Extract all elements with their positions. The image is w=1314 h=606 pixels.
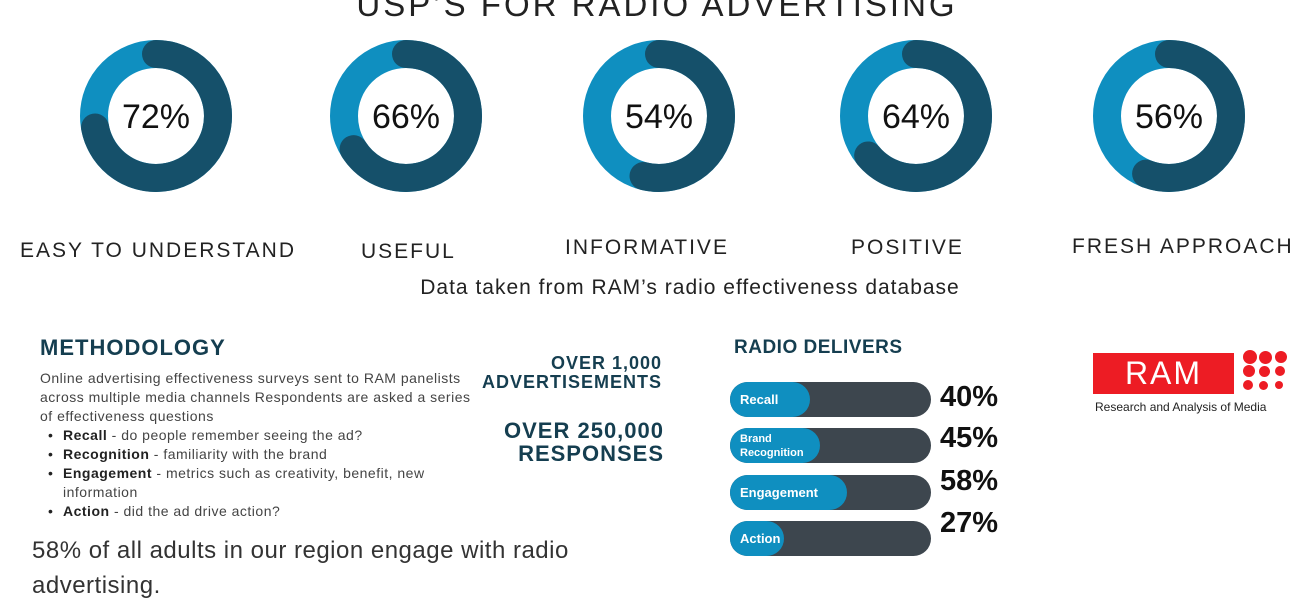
bar-label-recall: Recall	[740, 391, 779, 407]
donut-value-label-useful: 66%	[372, 98, 440, 136]
bar-value-recall: 40%	[940, 381, 999, 413]
methodology-intro: Online advertising effectiveness surveys…	[40, 370, 471, 424]
ram-logo: RAM Research and Analysis of Media	[1093, 350, 1293, 420]
list-item: Action - did the ad drive action?	[48, 502, 488, 521]
list-item-desc: - did the ad drive action?	[109, 503, 281, 519]
ram-dot	[1275, 351, 1287, 363]
donut-svg-informative: 54%	[583, 40, 735, 192]
bar-engagement	[730, 475, 847, 510]
stat-line: RESPONSES	[518, 441, 664, 466]
list-item: Recognition - familiarity with the brand	[48, 445, 488, 464]
list-item-desc: - familiarity with the brand	[149, 446, 328, 462]
ram-logo-tagline: Research and Analysis of Media	[1095, 400, 1267, 414]
list-item-term: Engagement	[63, 465, 153, 481]
donut-label-fresh-approach: FRESH APPROACH	[1072, 235, 1294, 258]
stat-line: ADVERTISEMENTS	[481, 372, 662, 392]
donut-label-easy-to-understand: EASY TO UNDERSTAND	[20, 239, 297, 262]
bottom-statement: 58% of all adults in our region engage w…	[32, 537, 569, 599]
donut-label-informative: INFORMATIVE	[565, 236, 729, 259]
list-item-term: Action	[63, 503, 110, 519]
list-item-term: Recall	[63, 427, 108, 443]
ram-dot	[1243, 380, 1253, 390]
bar-action	[730, 521, 785, 556]
ram-dot	[1243, 350, 1257, 364]
bar-label-line: Recognition	[740, 446, 804, 459]
methodology-list: Recall - do people remember seeing the a…	[48, 426, 488, 521]
donut-value-label-easy-to-understand: 72%	[122, 98, 190, 136]
list-item: Recall - do people remember seeing the a…	[48, 426, 488, 445]
bar-track-recall: Recall	[730, 382, 931, 417]
donut-value-arc-informative	[583, 40, 735, 192]
radio-delivers-heading: RADIO DELIVERS	[734, 337, 903, 358]
bar-track-action: Action	[730, 521, 931, 556]
bar-recall	[730, 382, 811, 417]
list-item-desc: - metrics such as creativity, benefit, n…	[63, 465, 425, 500]
donut-label-positive: POSITIVE	[851, 236, 964, 259]
bar-value-action: 27%	[940, 507, 999, 539]
ram-dot	[1243, 365, 1255, 377]
ram-dot	[1259, 380, 1268, 390]
donut-svg-positive: 64%	[840, 40, 992, 192]
ram-dot	[1275, 366, 1285, 376]
donut-svg-fresh-approach: 56%	[1093, 40, 1245, 192]
stat-responses: OVER 250,000 RESPONSES	[504, 419, 664, 465]
list-item: Engagement - metrics such as creativity,…	[48, 464, 488, 502]
donut-informative: 54%	[579, 36, 739, 196]
ram-dot	[1259, 365, 1270, 377]
bar-label-brand-recognition: Brand Recognition	[740, 428, 804, 463]
bar-label-engagement: Engagement	[740, 484, 819, 500]
list-item-desc: - do people remember seeing the ad?	[107, 427, 363, 443]
donut-easy-to-understand: 72%	[76, 36, 236, 196]
donut-value-arc-positive	[840, 40, 992, 192]
page-title: USP’S FOR RADIO ADVERTISING	[356, 0, 958, 23]
ram-dot	[1259, 350, 1272, 364]
stat-line: OVER 250,000	[504, 418, 664, 443]
bar-brand-recognition	[730, 428, 821, 463]
donut-positive: 64%	[836, 36, 996, 196]
donut-value-arc-easy-to-understand	[80, 40, 232, 192]
donut-value-arc-useful	[330, 40, 482, 192]
bar-value-brand-recognition: 45%	[940, 422, 999, 454]
bar-label-action: Action	[740, 530, 781, 546]
donut-value-label-fresh-approach: 56%	[1135, 98, 1203, 136]
bar-label-line: Brand	[740, 432, 772, 445]
stat-advertisements: OVER 1,000 ADVERTISEMENTS	[482, 354, 662, 392]
stat-line: OVER 1,000	[550, 353, 662, 373]
donut-label-useful: USEFUL	[361, 240, 456, 263]
donut-value-label-positive: 64%	[882, 98, 950, 136]
donut-value-arc-fresh-approach	[1093, 40, 1245, 192]
list-item-term: Recognition	[63, 446, 150, 462]
source-note: Data taken from RAM’s radio effectivenes…	[420, 276, 960, 299]
bar-track-engagement: Engagement	[730, 475, 931, 510]
bar-track-brand-recognition: Brand Recognition	[730, 428, 931, 463]
donut-svg-easy-to-understand: 72%	[80, 40, 232, 192]
bar-value-engagement: 58%	[940, 465, 999, 497]
donut-fresh-approach: 56%	[1089, 36, 1249, 196]
donut-value-label-informative: 54%	[625, 98, 693, 136]
ram-logo-text: RAM	[1093, 353, 1234, 394]
donut-useful: 66%	[326, 36, 486, 196]
ram-dot	[1275, 381, 1283, 389]
methodology-heading: METHODOLOGY	[40, 335, 226, 360]
donut-svg-useful: 66%	[330, 40, 482, 192]
